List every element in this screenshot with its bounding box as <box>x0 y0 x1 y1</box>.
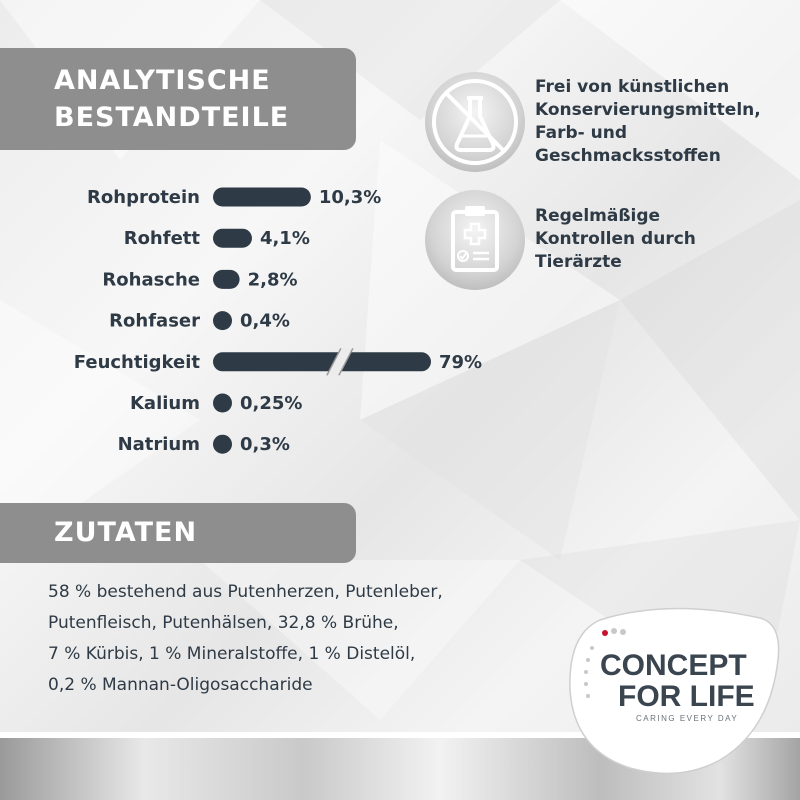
analytics-heading-line1: ANALYTISCHE <box>54 65 271 96</box>
value-label: 0,4% <box>240 311 290 332</box>
category-label: Feuchtigkeit <box>74 352 201 373</box>
logo-line1: CONCEPT <box>600 649 747 682</box>
category-label: Rohfett <box>124 228 201 249</box>
value-label: 0,25% <box>240 393 302 414</box>
veterinary-clipboard-icon <box>451 206 499 272</box>
no-chemicals-badge <box>425 72 525 172</box>
value-label: 79% <box>439 352 482 373</box>
category-label: Natrium <box>118 434 200 455</box>
bar-kalium <box>213 393 232 413</box>
axis-break-mark <box>326 348 353 376</box>
ingredients-heading-label: ZUTATEN <box>54 517 198 548</box>
bar-rohfett <box>213 228 252 248</box>
value-label: 10,3% <box>319 187 381 208</box>
ingredients-heading: ZUTATEN <box>0 503 356 563</box>
category-label: Rohprotein <box>87 187 200 208</box>
category-label: Rohfaser <box>109 311 200 332</box>
bar-rohfaser <box>213 311 232 331</box>
logo-tagline: CARING EVERY DAY <box>636 714 738 723</box>
analytics-heading-line2: BESTANDTEILE <box>54 102 290 133</box>
no-chemicals-flask-icon <box>432 79 518 165</box>
axis-break-line <box>326 347 342 376</box>
value-label: 2,8% <box>248 269 298 290</box>
bar-rohasche <box>213 269 240 289</box>
category-label: Rohasche <box>102 269 200 290</box>
category-label: Kalium <box>130 393 200 414</box>
bar-feuchtigkeit <box>213 352 431 372</box>
vet-control-badge <box>425 190 525 290</box>
value-label: 4,1% <box>260 228 310 249</box>
axis-break-line <box>338 347 354 376</box>
concept-for-life-logo: CONCEPT FOR LIFE CARING EVERY DAY <box>569 607 780 775</box>
ingredients-text: 58 % bestehend aus Putenherzen, Putenleb… <box>48 582 443 695</box>
vet-control-text: Regelmäßige Kontrollen durch Tierärzte <box>535 206 696 272</box>
no-chemicals-text: Frei von künstlichen Konservierungsmitte… <box>535 77 761 166</box>
analytics-heading: ANALYTISCHE BESTANDTEILE <box>0 48 356 150</box>
value-label: 0,3% <box>240 434 290 455</box>
logo-line2: FOR LIFE <box>618 680 755 713</box>
bar-natrium <box>213 434 232 454</box>
bar-rohprotein <box>213 187 311 207</box>
